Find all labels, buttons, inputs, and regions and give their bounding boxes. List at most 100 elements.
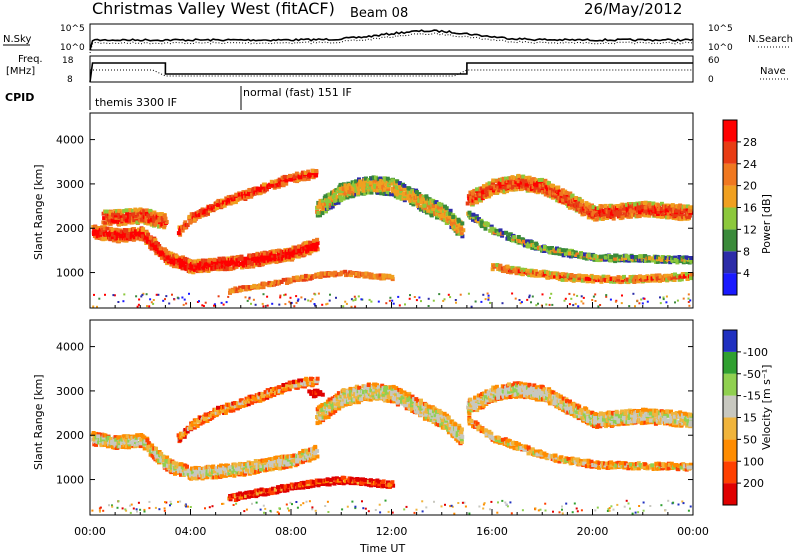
scatter-band-6 bbox=[466, 210, 694, 265]
scatter-cell bbox=[105, 231, 110, 236]
scatter-cell bbox=[643, 200, 648, 205]
scatter-cell bbox=[361, 384, 366, 389]
scatter-cell bbox=[342, 391, 347, 396]
scatter-cell bbox=[673, 255, 678, 260]
scatter-cell bbox=[629, 279, 634, 284]
scatter-cell bbox=[641, 302, 644, 305]
scatter-cell bbox=[377, 482, 382, 487]
scatter-cell bbox=[197, 213, 202, 218]
scatter-cell bbox=[300, 378, 305, 383]
scatter-cell bbox=[409, 406, 414, 411]
scatter-cell bbox=[259, 467, 263, 472]
scatter-cell bbox=[336, 391, 341, 396]
scatter-cell bbox=[164, 459, 169, 463]
scatter-cell bbox=[390, 480, 395, 485]
scatter-cell bbox=[302, 456, 307, 461]
scatter-cell bbox=[314, 293, 317, 296]
scatter-cell bbox=[103, 230, 108, 234]
scatter-cell bbox=[135, 220, 140, 225]
scatter-cell bbox=[306, 242, 311, 247]
scatter-cell bbox=[390, 392, 395, 397]
scatter-cell bbox=[570, 297, 573, 300]
nave-label: Nave bbox=[760, 66, 786, 77]
scatter-cell bbox=[369, 272, 374, 277]
scatter-cell bbox=[481, 184, 486, 189]
scatter-cell bbox=[216, 405, 220, 410]
scatter-cell bbox=[616, 277, 621, 282]
scatter-cell bbox=[682, 255, 687, 260]
scatter-cell bbox=[553, 249, 558, 254]
scatter-cell bbox=[114, 227, 119, 232]
scatter-cell bbox=[316, 483, 321, 488]
scatter-cell bbox=[683, 208, 688, 213]
scatter-cell bbox=[536, 183, 540, 188]
scatter-cell bbox=[675, 260, 680, 265]
scatter-cell bbox=[274, 466, 279, 470]
scatter-cell bbox=[333, 201, 338, 205]
scatter-cell bbox=[505, 189, 509, 194]
scatter-cell bbox=[180, 432, 185, 437]
scatter-cell bbox=[367, 190, 371, 195]
scatter-cell bbox=[355, 384, 359, 389]
station-title: Christmas Valley West (fitACF) bbox=[92, 0, 335, 18]
scatter-cell bbox=[525, 268, 530, 273]
scatter-cell bbox=[349, 190, 353, 195]
scatter-cell bbox=[236, 497, 241, 501]
scatter-cell bbox=[271, 387, 276, 391]
scatter-cell bbox=[282, 488, 287, 493]
scatter-cell bbox=[418, 194, 423, 199]
scatter-cell bbox=[219, 474, 224, 479]
scatter-cell bbox=[136, 227, 141, 232]
scatter-cell bbox=[310, 244, 315, 248]
scatter-cell bbox=[305, 479, 310, 484]
scatter-cell bbox=[361, 188, 366, 193]
scatter-cell bbox=[114, 230, 119, 235]
scatter-cell bbox=[611, 216, 616, 221]
scatter-cell bbox=[443, 208, 448, 213]
scatter-cell bbox=[444, 206, 449, 211]
scatter-cell bbox=[293, 178, 297, 183]
scatter-cell bbox=[579, 203, 584, 208]
scatter-cell bbox=[380, 383, 385, 388]
scatter-cell bbox=[183, 469, 188, 473]
scatter-cell bbox=[537, 180, 542, 185]
scatter-cell bbox=[96, 434, 101, 439]
scatter-cell bbox=[183, 220, 188, 225]
scatter-cell bbox=[563, 274, 568, 279]
scatter-cell bbox=[152, 299, 155, 301]
scatter-cell bbox=[289, 177, 294, 182]
scatter-cell bbox=[225, 259, 230, 264]
scatter-cell bbox=[356, 399, 361, 404]
scatter-cell bbox=[201, 419, 206, 424]
scatter-cell bbox=[200, 470, 205, 474]
scatter-cell bbox=[541, 190, 546, 195]
scatter-cell bbox=[601, 274, 606, 279]
scatter-cell bbox=[605, 295, 608, 298]
scatter-cell bbox=[176, 433, 181, 438]
scatter-cell bbox=[419, 398, 423, 403]
scatter-cell bbox=[261, 281, 266, 286]
scatter-cell bbox=[689, 276, 693, 281]
scatter-cell bbox=[665, 301, 668, 304]
scatter-cell bbox=[368, 298, 371, 301]
scatter-cell bbox=[311, 172, 316, 177]
scatter-cell bbox=[674, 208, 679, 213]
scatter-cell bbox=[176, 296, 179, 299]
scatter-cell bbox=[501, 180, 506, 185]
scatter-cell bbox=[293, 383, 298, 388]
scatter-cell bbox=[178, 257, 183, 262]
scatter-cell bbox=[275, 455, 280, 460]
scatter-cell bbox=[205, 419, 210, 423]
scatter-cell bbox=[327, 397, 332, 402]
scatter-cell bbox=[150, 211, 155, 216]
scatter-cell bbox=[298, 451, 303, 455]
scatter-cell bbox=[178, 264, 183, 269]
scatter-cell bbox=[504, 230, 509, 235]
scatter-cell bbox=[605, 213, 610, 218]
scatter-cell bbox=[633, 202, 638, 207]
scatter-cell bbox=[99, 231, 104, 236]
y-tick-label: 1000 bbox=[56, 267, 84, 280]
scatter-cell bbox=[582, 212, 587, 217]
scatter-cell bbox=[262, 255, 267, 260]
scatter-cell bbox=[369, 187, 374, 192]
